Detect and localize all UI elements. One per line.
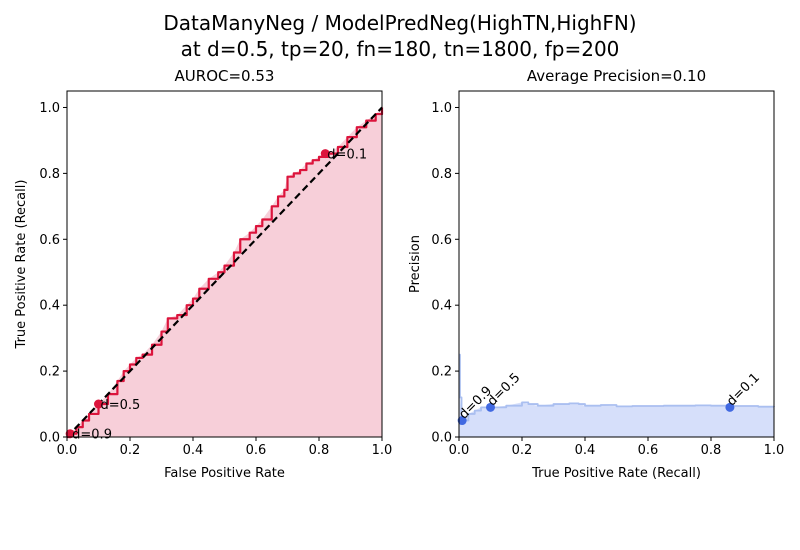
y-tick-label: 0.6	[431, 233, 452, 248]
x-tick-label: 0.2	[512, 443, 533, 458]
y-tick-label: 0.0	[431, 431, 452, 446]
y-tick-label: 0.2	[431, 365, 452, 380]
x-tick-label: 0.2	[120, 443, 141, 458]
curve-fill-area	[459, 354, 774, 437]
x-tick-label: 0.6	[638, 443, 659, 458]
x-tick-label: 0.0	[449, 443, 470, 458]
threshold-point-d-0_1	[725, 402, 735, 412]
y-axis-label: Precision	[408, 235, 423, 293]
x-tick-label: 0.8	[309, 443, 330, 458]
x-axis-label: True Positive Rate (Recall)	[531, 466, 701, 481]
y-tick-label: 0.2	[39, 365, 60, 380]
x-tick-label: 1.0	[764, 443, 785, 458]
y-tick-label: 0.6	[39, 233, 60, 248]
y-tick-label: 0.8	[39, 167, 60, 182]
axes-frame	[458, 90, 775, 438]
y-tick-label: 0.4	[39, 299, 60, 314]
y-tick-label: 0.0	[39, 431, 60, 446]
threshold-point-d-0_5	[486, 402, 495, 412]
figure-suptitle-line1: DataManyNeg / ModelPredNeg(HighTN,HighFN…	[163, 11, 636, 35]
panel-title: Average Precision=0.10	[527, 67, 706, 85]
y-tick-label: 0.8	[431, 167, 452, 182]
x-tick-label: 0.4	[575, 443, 596, 458]
x-tick-label: 0.6	[246, 443, 267, 458]
figure-suptitle-line2: at d=0.5, tp=20, fn=180, tn=1800, fp=200	[181, 37, 620, 61]
threshold-point-d-0_5	[94, 399, 103, 409]
y-tick-label: 1.0	[431, 101, 452, 116]
panel-title: AUROC=0.53	[175, 67, 275, 85]
threshold-label: d=0.5	[101, 398, 141, 413]
chance-diagonal-line	[66, 106, 383, 438]
threshold-label: d=0.1	[724, 370, 763, 409]
pr-panel: d=0.9d=0.5 d=0.10.0 0.2 0.4 0.6 0.8 1.00.00.20…	[408, 67, 784, 481]
x-axis-label: False Positive Rate	[164, 466, 285, 481]
threshold-point-d-0_9	[65, 429, 75, 439]
x-tick-label: 0.8	[701, 443, 722, 458]
x-tick-label: 0.0	[57, 443, 78, 458]
axes-frame	[66, 90, 383, 438]
y-tick-label: 1.0	[39, 101, 60, 116]
threshold-label: d=0.1	[327, 148, 367, 163]
x-tick-label: 1.0	[372, 443, 393, 458]
x-tick-label: 0.4	[183, 443, 204, 458]
roc-panel: d=0.1d=0.5d=0.90.0 0.2 0.4 0.6 0.8 1.00.00.20…	[14, 67, 392, 481]
y-axis-label: True Positive Rate (Recall)	[14, 180, 29, 350]
y-tick-label: 0.4	[431, 299, 452, 314]
threshold-label: d=0.9	[72, 428, 112, 443]
threshold-point-d-0_1	[320, 149, 330, 159]
roc-curve-line	[67, 107, 384, 439]
pr-curve-line	[459, 353, 775, 422]
threshold-point-d-0_9	[457, 416, 467, 426]
